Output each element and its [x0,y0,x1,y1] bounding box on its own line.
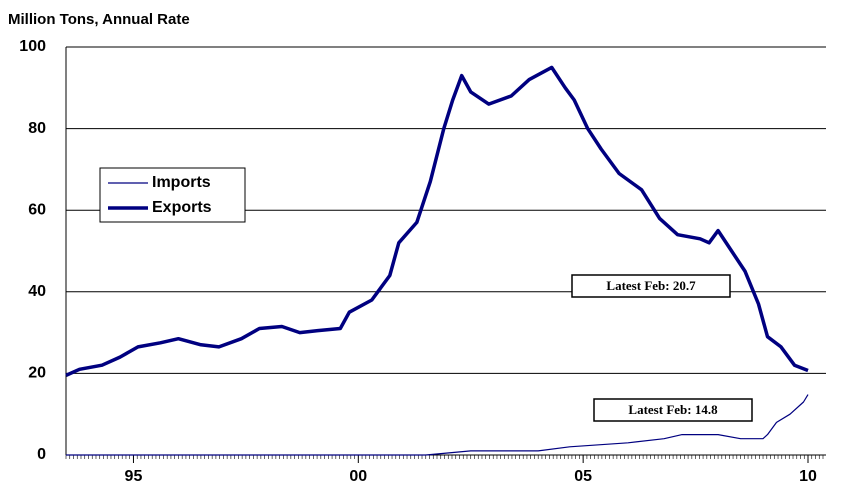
series-line [66,394,809,456]
y-tick-label: 100 [19,38,46,55]
y-tick-label: 0 [37,446,46,463]
chart-title: Million Tons, Annual Rate [8,11,190,28]
annotation: Latest Feb: 14.8 [628,402,718,417]
y-tick-label: 80 [28,120,46,137]
y-tick-label: 60 [28,201,46,218]
annotation-box [593,398,753,422]
x-tick-label: 95 [125,468,143,485]
annotation: Latest Feb: 20.7 [606,278,696,293]
x-tick-label: 00 [349,468,367,485]
x-tick-label: 10 [799,468,817,485]
x-tick-label: 05 [574,468,592,485]
y-tick-label: 20 [28,365,46,382]
series-line [65,65,809,377]
y-tick-label: 40 [28,283,46,300]
annotation-box [571,274,731,298]
legend-label: Exports [152,199,212,216]
legend-label: Imports [152,174,211,191]
legend-box [99,167,246,223]
